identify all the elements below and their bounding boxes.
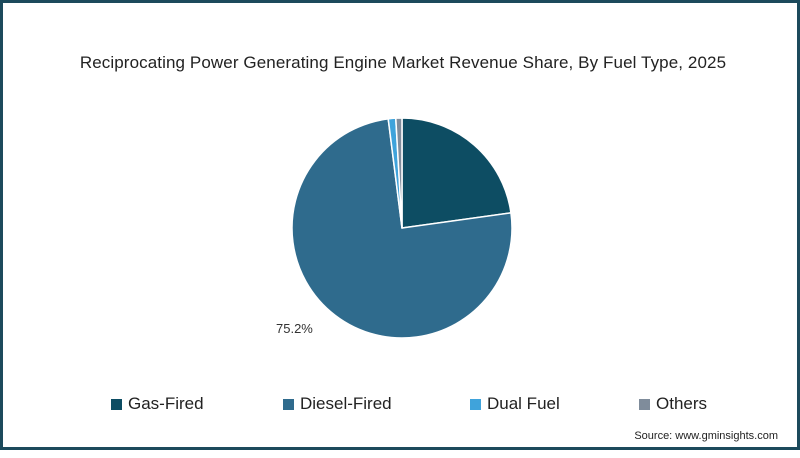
chart-legend: Gas-Fired Diesel-Fired Dual Fuel Others [3,394,800,418]
legend-item-others[interactable]: Others [639,394,707,414]
legend-swatch-dual-fuel [470,398,481,410]
diesel-fired-data-label: 75.2% [276,321,313,336]
legend-swatch-others [639,398,650,410]
legend-swatch-gas-fired [111,398,122,410]
legend-label-gas-fired: Gas-Fired [128,394,204,413]
pie-slice-gas-fired[interactable] [401,117,512,229]
source-credit: Source: www.gminsights.com [634,430,778,442]
legend-item-gas-fired[interactable]: Gas-Fired [111,394,204,414]
legend-label-diesel-fired: Diesel-Fired [300,394,392,413]
legend-item-dual-fuel[interactable]: Dual Fuel [470,394,560,414]
chart-title: Reciprocating Power Generating Engine Ma… [79,53,727,72]
legend-label-dual-fuel: Dual Fuel [487,394,560,413]
pie-svg [291,117,513,339]
pie-slice-others[interactable] [395,117,403,229]
legend-item-diesel-fired[interactable]: Diesel-Fired [283,394,392,414]
legend-label-others: Others [656,394,708,413]
pie-chart [3,3,800,453]
legend-swatch-diesel-fired [283,398,294,410]
